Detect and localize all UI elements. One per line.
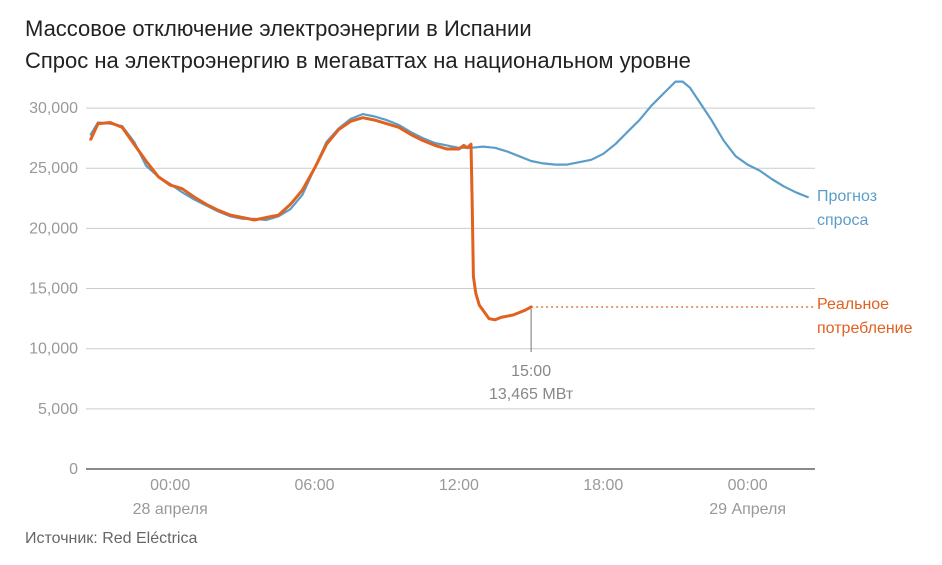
actual-series-label: Реальное потребление bbox=[817, 296, 913, 337]
y-tick-label: 0 bbox=[69, 461, 78, 478]
x-axis-tick-labels: 00:00 06:00 12:00 18:00 00:00 28 апреля 29 Апр… bbox=[133, 477, 786, 518]
y-tick-label: 15,000 bbox=[29, 281, 78, 298]
actual-series-line bbox=[89, 116, 533, 322]
y-tick-label: 25,000 bbox=[29, 160, 78, 177]
y-tick-label: 30,000 bbox=[29, 100, 78, 117]
grid-lines bbox=[86, 107, 815, 470]
x-tick-label: 18:00 bbox=[583, 477, 623, 494]
forecast-series-label: Прогноз спроса bbox=[817, 188, 877, 229]
y-tick-label: 10,000 bbox=[29, 341, 78, 358]
y-tick-label: 20,000 bbox=[29, 220, 78, 237]
x-date-label: 29 Апреля bbox=[709, 501, 786, 518]
series-labels: Прогноз спроса Реальное потребление bbox=[817, 188, 913, 337]
annotation: 15:00 13,465 МВт bbox=[489, 308, 574, 403]
y-axis-tick-labels: 0 5,000 10,000 15,000 20,000 25,000 30,000 bbox=[29, 100, 78, 478]
x-tick-label: 12:00 bbox=[439, 477, 479, 494]
x-tick-label: 00:00 bbox=[150, 477, 190, 494]
series-lines bbox=[89, 80, 815, 322]
annotation-time: 15:00 bbox=[511, 363, 551, 380]
annotation-value: 13,465 МВт bbox=[489, 386, 574, 403]
chart-subtitle: Спрос на электроэнергию в мегаваттах на … bbox=[25, 48, 691, 73]
source-note: Источник: Red Eléctrica bbox=[25, 530, 198, 547]
x-tick-label: 06:00 bbox=[295, 477, 335, 494]
chart-title: Массовое отключение электроэнергии в Исп… bbox=[25, 16, 532, 41]
y-tick-label: 5,000 bbox=[38, 401, 78, 418]
x-date-label: 28 апреля bbox=[133, 501, 208, 518]
x-tick-label: 00:00 bbox=[728, 477, 768, 494]
